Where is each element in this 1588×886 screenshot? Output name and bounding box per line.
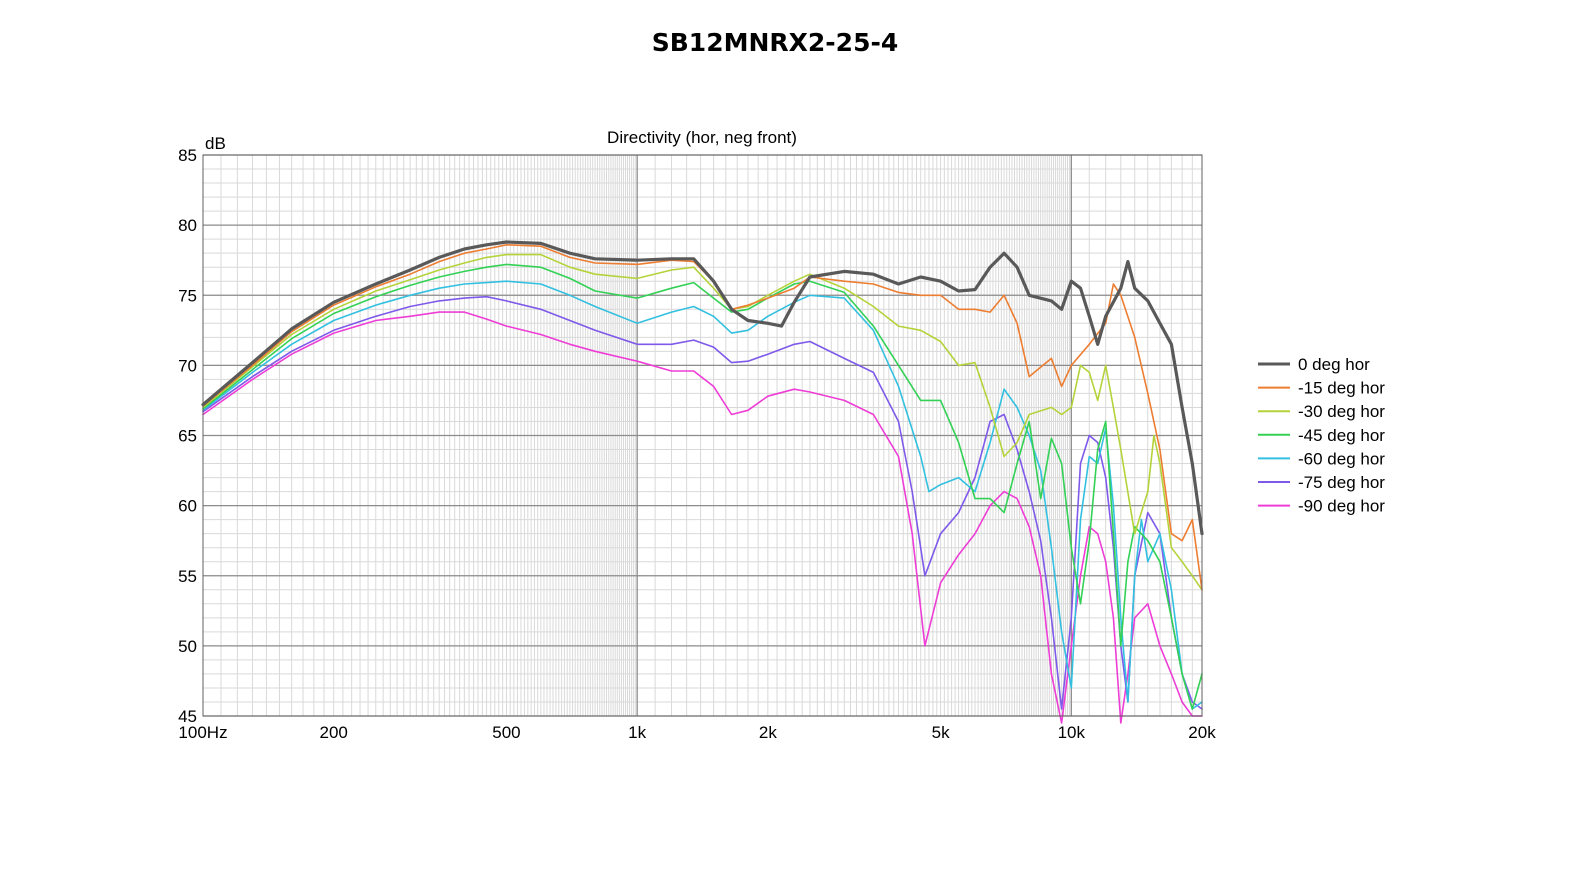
x-tick-label: 1k	[628, 723, 646, 742]
series-line	[201, 240, 1204, 536]
y-tick-label: 60	[178, 497, 197, 516]
series-lines	[201, 240, 1204, 724]
y-tick-label: 50	[178, 637, 197, 656]
series-line	[202, 280, 1203, 710]
legend-label: -90 deg hor	[1298, 497, 1385, 516]
x-tick-label: 5k	[932, 723, 950, 742]
x-tick-label: 2k	[759, 723, 777, 742]
x-tick-label: 500	[492, 723, 520, 742]
legend-label: -15 deg hor	[1298, 379, 1385, 398]
y-axis-tick-labels: 85 80 75 70 65 60 55 50 45	[178, 146, 197, 726]
y-tick-label: 75	[178, 286, 197, 305]
page-title: SB12MNRX2-25-4	[651, 28, 899, 57]
legend-label: -30 deg hor	[1298, 402, 1385, 421]
y-tick-label: 45	[178, 707, 197, 726]
y-tick-label: 80	[178, 216, 197, 235]
y-tick-label: 85	[178, 146, 197, 165]
series-line	[202, 244, 1203, 591]
y-tick-label: 65	[178, 427, 197, 446]
legend-label: -75 deg hor	[1298, 473, 1385, 492]
x-tick-label: 10k	[1058, 723, 1086, 742]
series-line	[202, 311, 1203, 724]
series-line	[202, 253, 1203, 591]
x-tick-label: 20k	[1188, 723, 1216, 742]
x-tick-label: 100Hz	[178, 723, 227, 742]
y-unit-label: dB	[205, 134, 226, 153]
legend-label: -45 deg hor	[1298, 426, 1385, 445]
chart-subtitle: Directivity (hor, neg front)	[607, 128, 797, 147]
y-tick-label: 55	[178, 567, 197, 586]
legend-label: -60 deg hor	[1298, 449, 1385, 468]
plot-frame	[202, 154, 1203, 717]
series-line	[202, 263, 1203, 710]
y-tick-label: 70	[178, 356, 197, 375]
legend: 0 deg hor -15 deg hor -30 deg hor -45 deg h…	[1258, 355, 1385, 516]
legend-label: 0 deg hor	[1298, 355, 1370, 374]
x-tick-label: 200	[320, 723, 348, 742]
x-axis-tick-labels: 100Hz 200 500 1k 2k 5k 10k 20k	[178, 723, 1216, 742]
